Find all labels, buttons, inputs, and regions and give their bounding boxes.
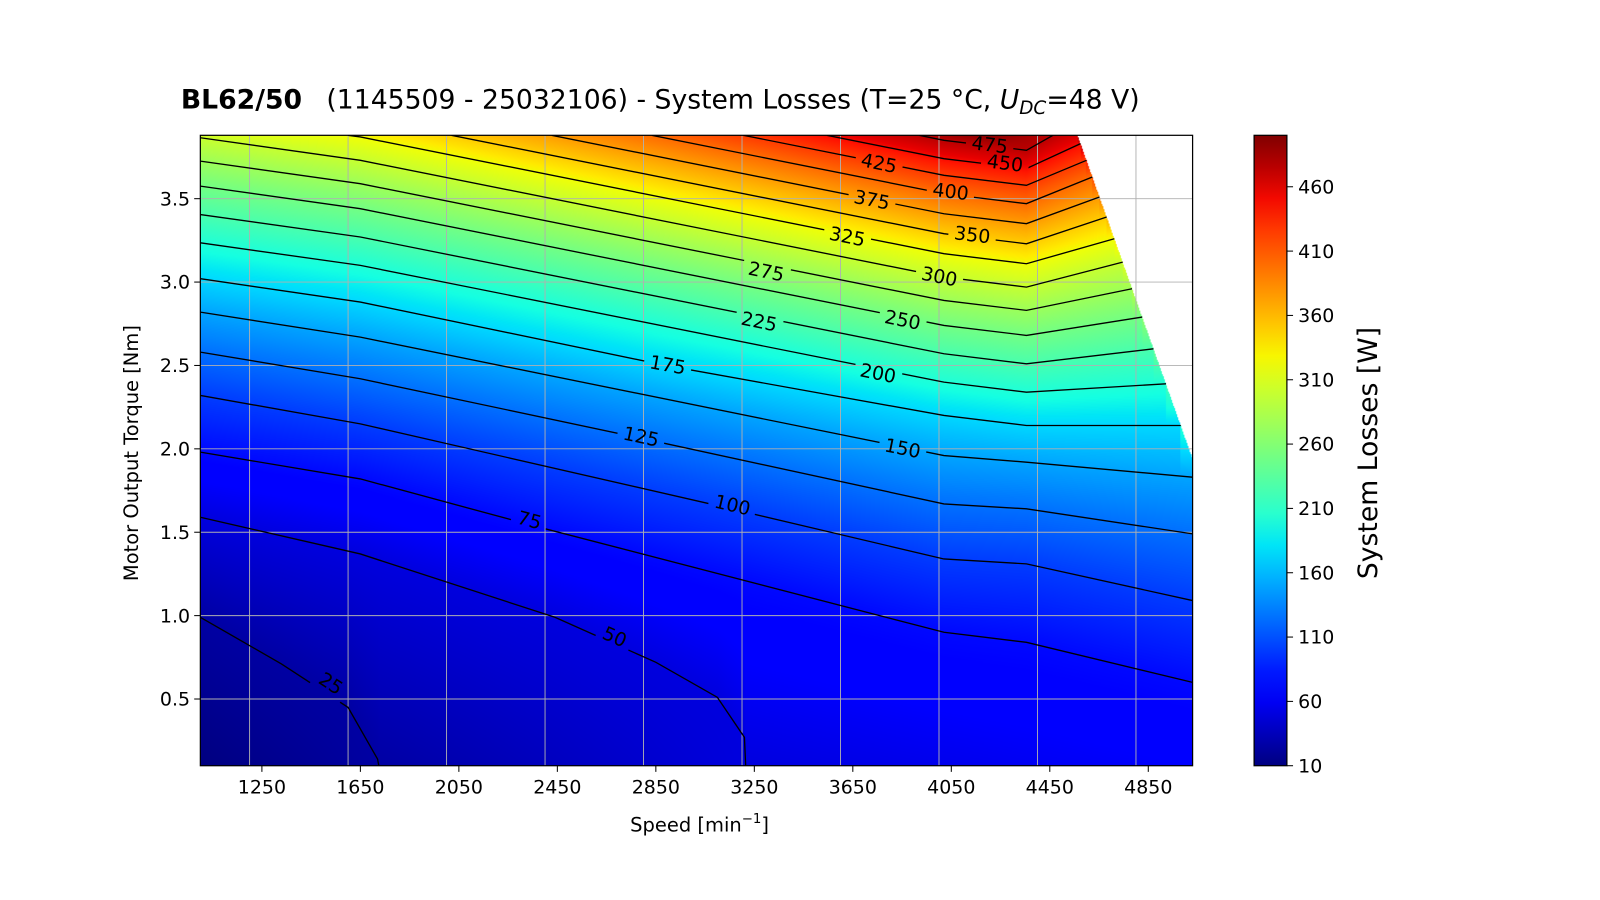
colorbar-gradient [1253,134,1288,767]
colorbar-label: System Losses [W] [1353,327,1384,579]
x-axis-label-text: Speed [min [630,813,742,836]
contour-line-450 [826,135,1081,170]
contour-label: 400 [931,179,970,205]
contour-line-125 [200,351,1193,535]
colorbar-tick-label: 210 [1298,498,1334,520]
y-tick-label: 2.5 [160,355,190,377]
contour-line-75 [200,451,1193,684]
x-tick-label: 2450 [533,776,581,798]
x-tick-label: 4850 [1124,776,1172,798]
x-tick-label: 4050 [927,776,975,798]
contour-lines [200,135,1193,766]
y-tick-label: 3.5 [160,188,190,210]
y-tick-label: 1.5 [160,522,190,544]
contour-label: 450 [986,151,1025,177]
contour-line-300 [200,137,1123,288]
x-tick-label: 4450 [1026,776,1074,798]
x-axis-label-sup: −1 [742,812,762,827]
colorbar-tick-label: 410 [1298,241,1334,263]
y-tick-label: 0.5 [160,689,190,711]
colorbar-tick-label: 310 [1298,369,1334,391]
x-tick-label: 1650 [336,776,384,798]
colorbar-tick-label: 260 [1298,434,1334,456]
x-axis-label: Speed [min−1] [630,812,769,836]
colorbar-tick-label: 110 [1298,627,1334,649]
title-text: (1145509 - 25032106) - System Losses (T=… [326,85,999,116]
contour-label: 475 [970,132,1009,158]
y-tick-label: 1.0 [160,605,190,627]
colorbar-tick-label: 460 [1298,176,1334,198]
y-tick-label: 2.0 [160,439,190,461]
x-axis-label-end: ] [761,813,769,836]
x-tick-label: 3650 [829,776,877,798]
y-axis-ticks: 0.5 1.0 1.5 2.0 2.5 3.0 3.5 [160,188,201,711]
colorbar-ticks: 10 60 110 160 210 260 310 360 410 460 [1286,176,1334,777]
x-tick-label: 1250 [238,776,286,798]
colorbar: 10 60 110 160 210 260 310 360 410 460 System Loss… [1253,134,1384,777]
x-tick-label: 2050 [435,776,483,798]
contour-line-325 [347,135,1115,265]
title-end: =48 V) [1046,85,1139,116]
plot-frame [199,134,1194,767]
contour-line-250 [200,185,1143,337]
contour-line-400 [651,135,1093,205]
x-tick-label: 2850 [632,776,680,798]
contour-label: 350 [953,222,992,248]
contour-line-350 [451,135,1107,245]
y-tick-label: 3.0 [160,272,190,294]
contour-line-150 [200,311,1193,478]
contour-line-50 [200,516,747,766]
contour-line-175 [200,278,1181,427]
title-var: U [1000,85,1020,116]
y-axis-label: Motor Output Torque [Nm] [120,325,143,581]
contour-line-425 [743,135,1087,187]
colorbar-tick-label: 160 [1298,562,1334,584]
x-axis-ticks: 1250 1650 2050 2450 2850 3250 3650 4050 4450 4850 [238,765,1172,798]
colorbar-tick-label: 10 [1298,755,1322,777]
chart-title: BL62/50 (1145509 - 25032106) - System Lo… [181,85,1140,119]
contour-line-275 [200,160,1133,312]
contour-line-100 [200,394,1193,602]
contour-line-375 [551,135,1100,225]
contour-line-25 [200,616,380,766]
title-sub: DC [1019,98,1046,119]
title-model: BL62/50 [181,85,302,116]
contour-line-200 [200,242,1167,393]
x-tick-label: 3250 [730,776,778,798]
colorbar-tick-label: 360 [1298,305,1334,327]
contour-line-225 [200,213,1154,365]
contour-line-475 [919,135,1054,151]
colorbar-tick-label: 60 [1298,691,1322,713]
